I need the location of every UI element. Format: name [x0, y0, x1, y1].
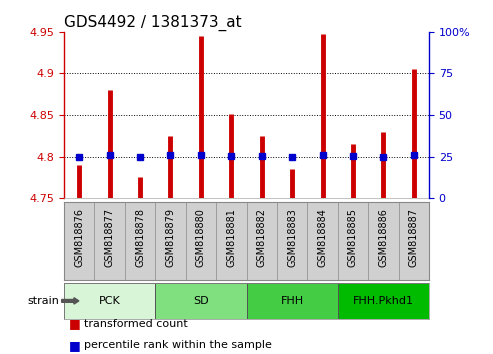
Text: GSM818882: GSM818882	[257, 208, 267, 267]
Bar	[64, 283, 155, 319]
Bar	[246, 283, 338, 319]
Text: GSM818878: GSM818878	[135, 208, 145, 267]
Text: GSM818876: GSM818876	[74, 208, 84, 267]
Text: GSM818879: GSM818879	[166, 208, 176, 267]
Text: transformed count: transformed count	[84, 319, 187, 329]
Text: GSM818887: GSM818887	[409, 208, 419, 267]
Text: FHH.Pkhd1: FHH.Pkhd1	[353, 296, 414, 306]
Text: ■: ■	[69, 339, 81, 352]
Text: PCK: PCK	[99, 296, 121, 306]
Text: percentile rank within the sample: percentile rank within the sample	[84, 340, 272, 350]
Bar	[155, 283, 246, 319]
Bar	[338, 283, 429, 319]
Text: ■: ■	[69, 318, 81, 330]
Text: FHH: FHH	[281, 296, 304, 306]
Text: strain: strain	[27, 296, 59, 306]
Text: GSM818883: GSM818883	[287, 208, 297, 267]
Text: GSM818885: GSM818885	[348, 208, 358, 267]
Text: GSM818886: GSM818886	[378, 208, 388, 267]
Text: GSM818881: GSM818881	[226, 208, 236, 267]
Text: GDS4492 / 1381373_at: GDS4492 / 1381373_at	[64, 14, 242, 30]
Text: GSM818877: GSM818877	[105, 208, 115, 267]
Text: GSM818880: GSM818880	[196, 208, 206, 267]
Text: GSM818884: GSM818884	[317, 208, 327, 267]
Text: SD: SD	[193, 296, 209, 306]
